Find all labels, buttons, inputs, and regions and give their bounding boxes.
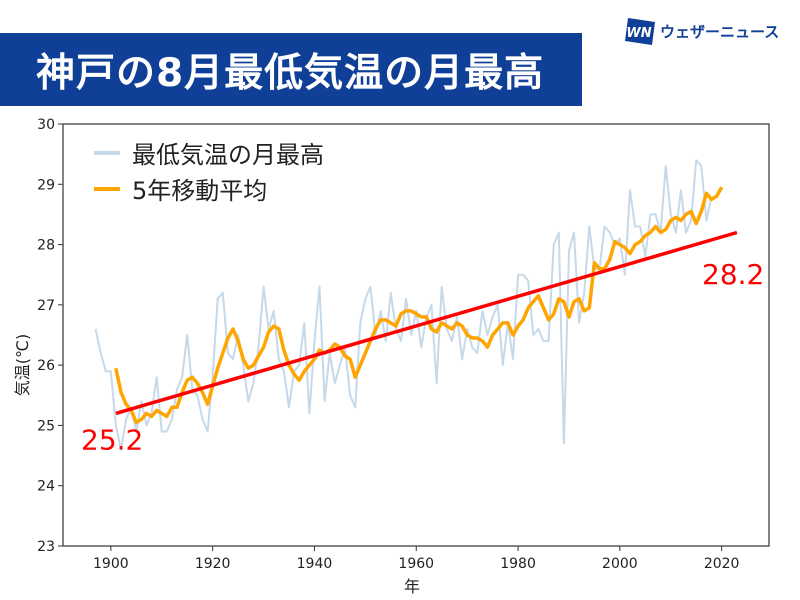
plot-lines: [94, 159, 738, 451]
y-tick-label: 27: [37, 298, 55, 314]
x-axis-label: 年: [404, 577, 420, 596]
brand-name: ウェザーニュース: [660, 22, 780, 41]
trend-line: [115, 230, 738, 416]
y-tick-label: 25: [37, 418, 55, 434]
y-axis-label: 気温(℃): [13, 334, 32, 396]
x-tick-label: 1920: [195, 556, 231, 572]
trend-end-label: 28.2: [702, 258, 764, 291]
trend-start-label: 25.2: [81, 424, 143, 457]
moving-average-line: [114, 186, 724, 425]
y-axis-ticks: 23 24 25 26 27 28 29 30: [37, 117, 63, 555]
x-tick-label: 1900: [93, 556, 129, 572]
legend: 最低気温の月最高 5年移動平均: [94, 141, 324, 205]
x-tick-label: 1980: [500, 556, 536, 572]
x-tick-label: 1960: [398, 556, 434, 572]
brand-logo: WN ウェザーニュース: [624, 14, 779, 48]
page-title: 神戸の8月最低気温の月最高: [36, 50, 545, 96]
x-axis-ticks: 1900 1920 1940 1960 1980 2000 2020: [93, 546, 739, 572]
weathernews-logo-icon: WN: [624, 16, 656, 46]
temperature-chart: 23 24 25 26 27 28 29 30 1900 1920 1940 1960 1980 200…: [13, 117, 770, 596]
y-tick-label: 23: [37, 539, 55, 555]
legend-label-monthly-max: 最低気温の月最高: [132, 141, 324, 169]
y-tick-label: 26: [37, 358, 55, 374]
monthly-max-line: [94, 159, 713, 451]
y-tick-label: 30: [37, 117, 55, 133]
y-tick-label: 24: [37, 479, 55, 495]
y-tick-label: 28: [37, 238, 55, 254]
x-tick-label: 2020: [704, 556, 740, 572]
title-banner: 神戸の8月最低気温の月最高: [0, 33, 582, 106]
x-tick-label: 1940: [297, 556, 333, 572]
x-tick-label: 2000: [602, 556, 638, 572]
legend-label-moving-average: 5年移動平均: [132, 177, 267, 205]
brand-mark-text: WN: [626, 26, 651, 41]
y-tick-label: 29: [37, 177, 55, 193]
